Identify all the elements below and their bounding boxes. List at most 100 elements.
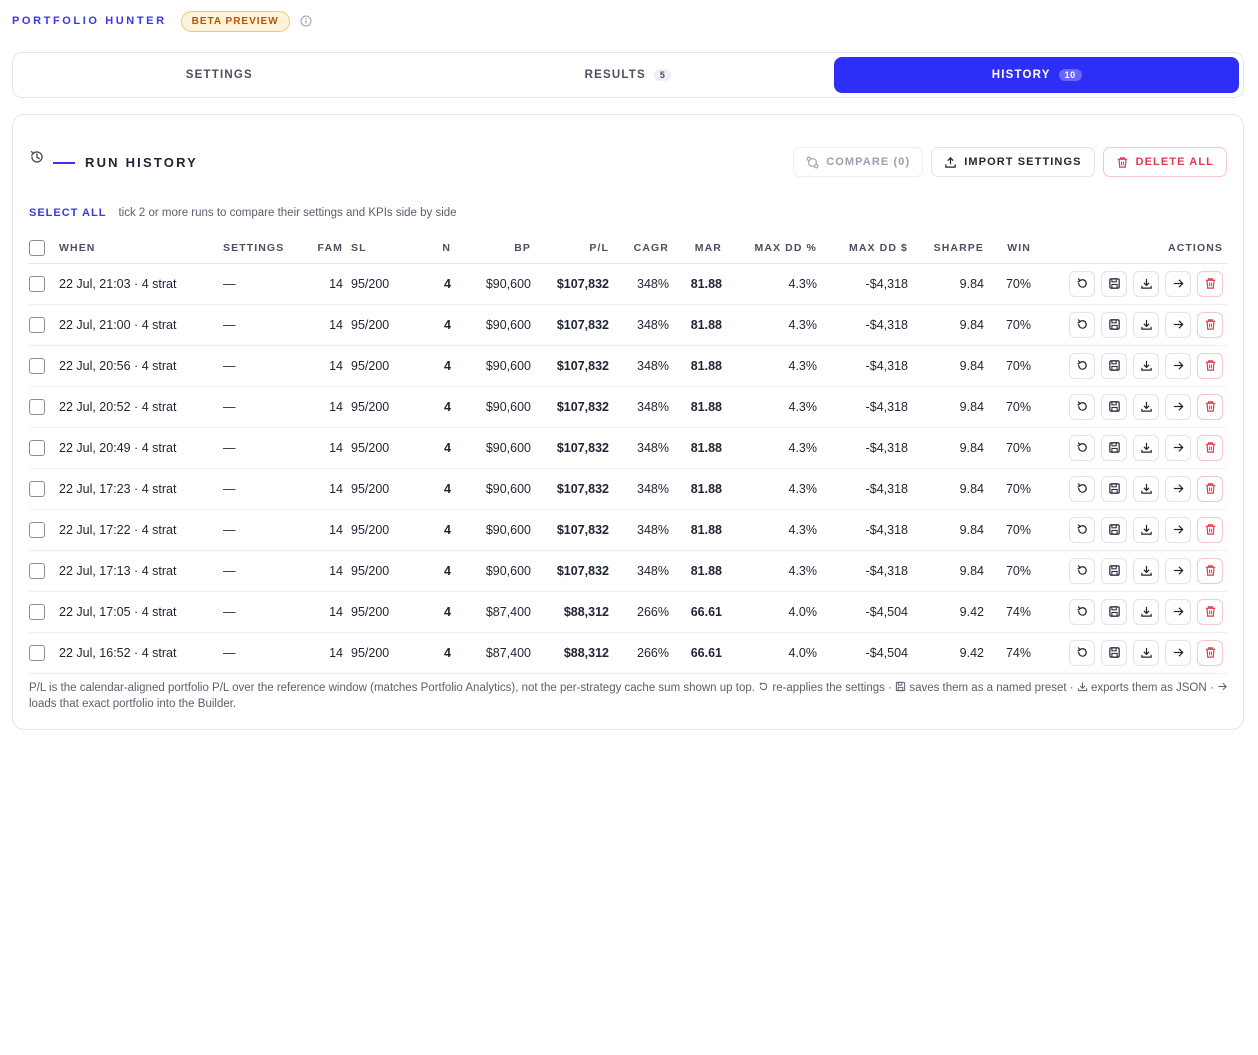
delete-run-button[interactable] xyxy=(1197,270,1223,297)
mar-cell: 81.88 xyxy=(673,427,726,469)
row-actions xyxy=(1039,352,1223,379)
export-json-button[interactable] xyxy=(1133,352,1159,379)
actions-cell xyxy=(1035,427,1227,469)
delete-run-button[interactable] xyxy=(1197,557,1223,584)
info-icon[interactable] xyxy=(300,15,312,27)
load-builder-button[interactable] xyxy=(1165,311,1191,338)
delete-run-button[interactable] xyxy=(1197,598,1223,625)
rerun-button[interactable] xyxy=(1069,393,1095,420)
save-preset-button[interactable] xyxy=(1101,598,1127,625)
arrow-right-icon xyxy=(1172,318,1185,331)
header-when[interactable]: WHEN xyxy=(55,233,219,264)
delete-run-button[interactable] xyxy=(1197,311,1223,338)
export-json-button[interactable] xyxy=(1133,311,1159,338)
pl-cell: $107,832 xyxy=(535,304,613,346)
export-json-button[interactable] xyxy=(1133,393,1159,420)
rerun-button[interactable] xyxy=(1069,270,1095,297)
load-builder-button[interactable] xyxy=(1165,516,1191,543)
save-preset-button[interactable] xyxy=(1101,352,1127,379)
export-json-button[interactable] xyxy=(1133,598,1159,625)
save-preset-button[interactable] xyxy=(1101,270,1127,297)
tab-settings[interactable]: SETTINGS xyxy=(17,57,422,93)
save-preset-button[interactable] xyxy=(1101,475,1127,502)
row-checkbox[interactable] xyxy=(29,480,45,497)
header-sl[interactable]: SL xyxy=(347,233,417,264)
row-checkbox[interactable] xyxy=(29,439,45,456)
row-checkbox[interactable] xyxy=(29,398,45,415)
rerun-button[interactable] xyxy=(1069,352,1095,379)
header-bp[interactable]: BP xyxy=(455,233,535,264)
save-preset-button[interactable] xyxy=(1101,516,1127,543)
export-json-button[interactable] xyxy=(1133,270,1159,297)
load-builder-button[interactable] xyxy=(1165,352,1191,379)
export-json-button[interactable] xyxy=(1133,557,1159,584)
header-cagr[interactable]: CAGR xyxy=(613,233,673,264)
rerun-button[interactable] xyxy=(1069,598,1095,625)
load-builder-button[interactable] xyxy=(1165,270,1191,297)
select-all-checkbox[interactable] xyxy=(29,239,45,256)
tab-results[interactable]: RESULTS 5 xyxy=(426,57,831,93)
tab-history[interactable]: HISTORY 10 xyxy=(834,57,1240,93)
row-checkbox[interactable] xyxy=(29,603,45,620)
trash-icon xyxy=(1204,400,1217,413)
rerun-button[interactable] xyxy=(1069,557,1095,584)
when-cell: 22 Jul, 20:52 · 4 strat xyxy=(55,386,219,428)
rerun-button[interactable] xyxy=(1069,516,1095,543)
load-builder-button[interactable] xyxy=(1165,557,1191,584)
row-checkbox[interactable] xyxy=(29,357,45,374)
delete-run-button[interactable] xyxy=(1197,352,1223,379)
export-json-button[interactable] xyxy=(1133,516,1159,543)
download-icon xyxy=(1140,318,1153,331)
delete-run-button[interactable] xyxy=(1197,434,1223,461)
load-builder-button[interactable] xyxy=(1165,434,1191,461)
header-pl[interactable]: P/L xyxy=(535,233,613,264)
actions-cell xyxy=(1035,345,1227,387)
load-builder-button[interactable] xyxy=(1165,475,1191,502)
export-json-button[interactable] xyxy=(1133,475,1159,502)
footnote-text: re-applies the settings · xyxy=(772,682,892,694)
export-json-button[interactable] xyxy=(1133,639,1159,666)
row-checkbox[interactable] xyxy=(29,562,45,579)
delete-run-button[interactable] xyxy=(1197,393,1223,420)
rerun-button[interactable] xyxy=(1069,475,1095,502)
row-checkbox[interactable] xyxy=(29,316,45,333)
row-checkbox[interactable] xyxy=(29,644,45,661)
header-settings[interactable]: SETTINGS xyxy=(219,233,307,264)
delete-run-button[interactable] xyxy=(1197,639,1223,666)
load-builder-button[interactable] xyxy=(1165,639,1191,666)
save-preset-button[interactable] xyxy=(1101,393,1127,420)
header-fam[interactable]: FAM xyxy=(307,233,347,264)
save-preset-button[interactable] xyxy=(1101,639,1127,666)
export-json-button[interactable] xyxy=(1133,434,1159,461)
delete-run-button[interactable] xyxy=(1197,516,1223,543)
rerun-button[interactable] xyxy=(1069,434,1095,461)
save-preset-button[interactable] xyxy=(1101,557,1127,584)
header-sharpe[interactable]: SHARPE xyxy=(912,233,988,264)
n-cell: 4 xyxy=(417,345,455,387)
delete-all-button[interactable]: DELETE ALL xyxy=(1102,147,1227,177)
load-builder-button[interactable] xyxy=(1165,393,1191,420)
actions-cell xyxy=(1035,591,1227,633)
rerun-button[interactable] xyxy=(1069,639,1095,666)
header-win[interactable]: WIN xyxy=(988,233,1035,264)
header-maxdd-pct[interactable]: MAX DD % xyxy=(726,233,821,264)
load-builder-button[interactable] xyxy=(1165,598,1191,625)
header-maxdd-usd[interactable]: MAX DD $ xyxy=(821,233,912,264)
delete-run-button[interactable] xyxy=(1197,475,1223,502)
save-preset-button[interactable] xyxy=(1101,311,1127,338)
rerun-icon xyxy=(759,682,768,691)
row-checkbox[interactable] xyxy=(29,275,45,292)
rerun-button[interactable] xyxy=(1069,311,1095,338)
row-checkbox-cell xyxy=(29,386,55,428)
row-checkbox[interactable] xyxy=(29,521,45,538)
header-n[interactable]: N xyxy=(417,233,455,264)
compare-button[interactable]: COMPARE (0) xyxy=(793,147,924,177)
settings-cell: — xyxy=(219,304,307,346)
select-all-link[interactable]: SELECT ALL xyxy=(29,207,107,219)
footnote: P/L is the calendar-aligned portfolio P/… xyxy=(29,680,1229,712)
save-preset-button[interactable] xyxy=(1101,434,1127,461)
import-settings-button[interactable]: IMPORT SETTINGS xyxy=(931,147,1095,177)
bp-cell: $90,600 xyxy=(455,263,535,305)
header-mar[interactable]: MAR xyxy=(673,233,726,264)
select-row: SELECT ALL tick 2 or more runs to compar… xyxy=(29,207,457,219)
